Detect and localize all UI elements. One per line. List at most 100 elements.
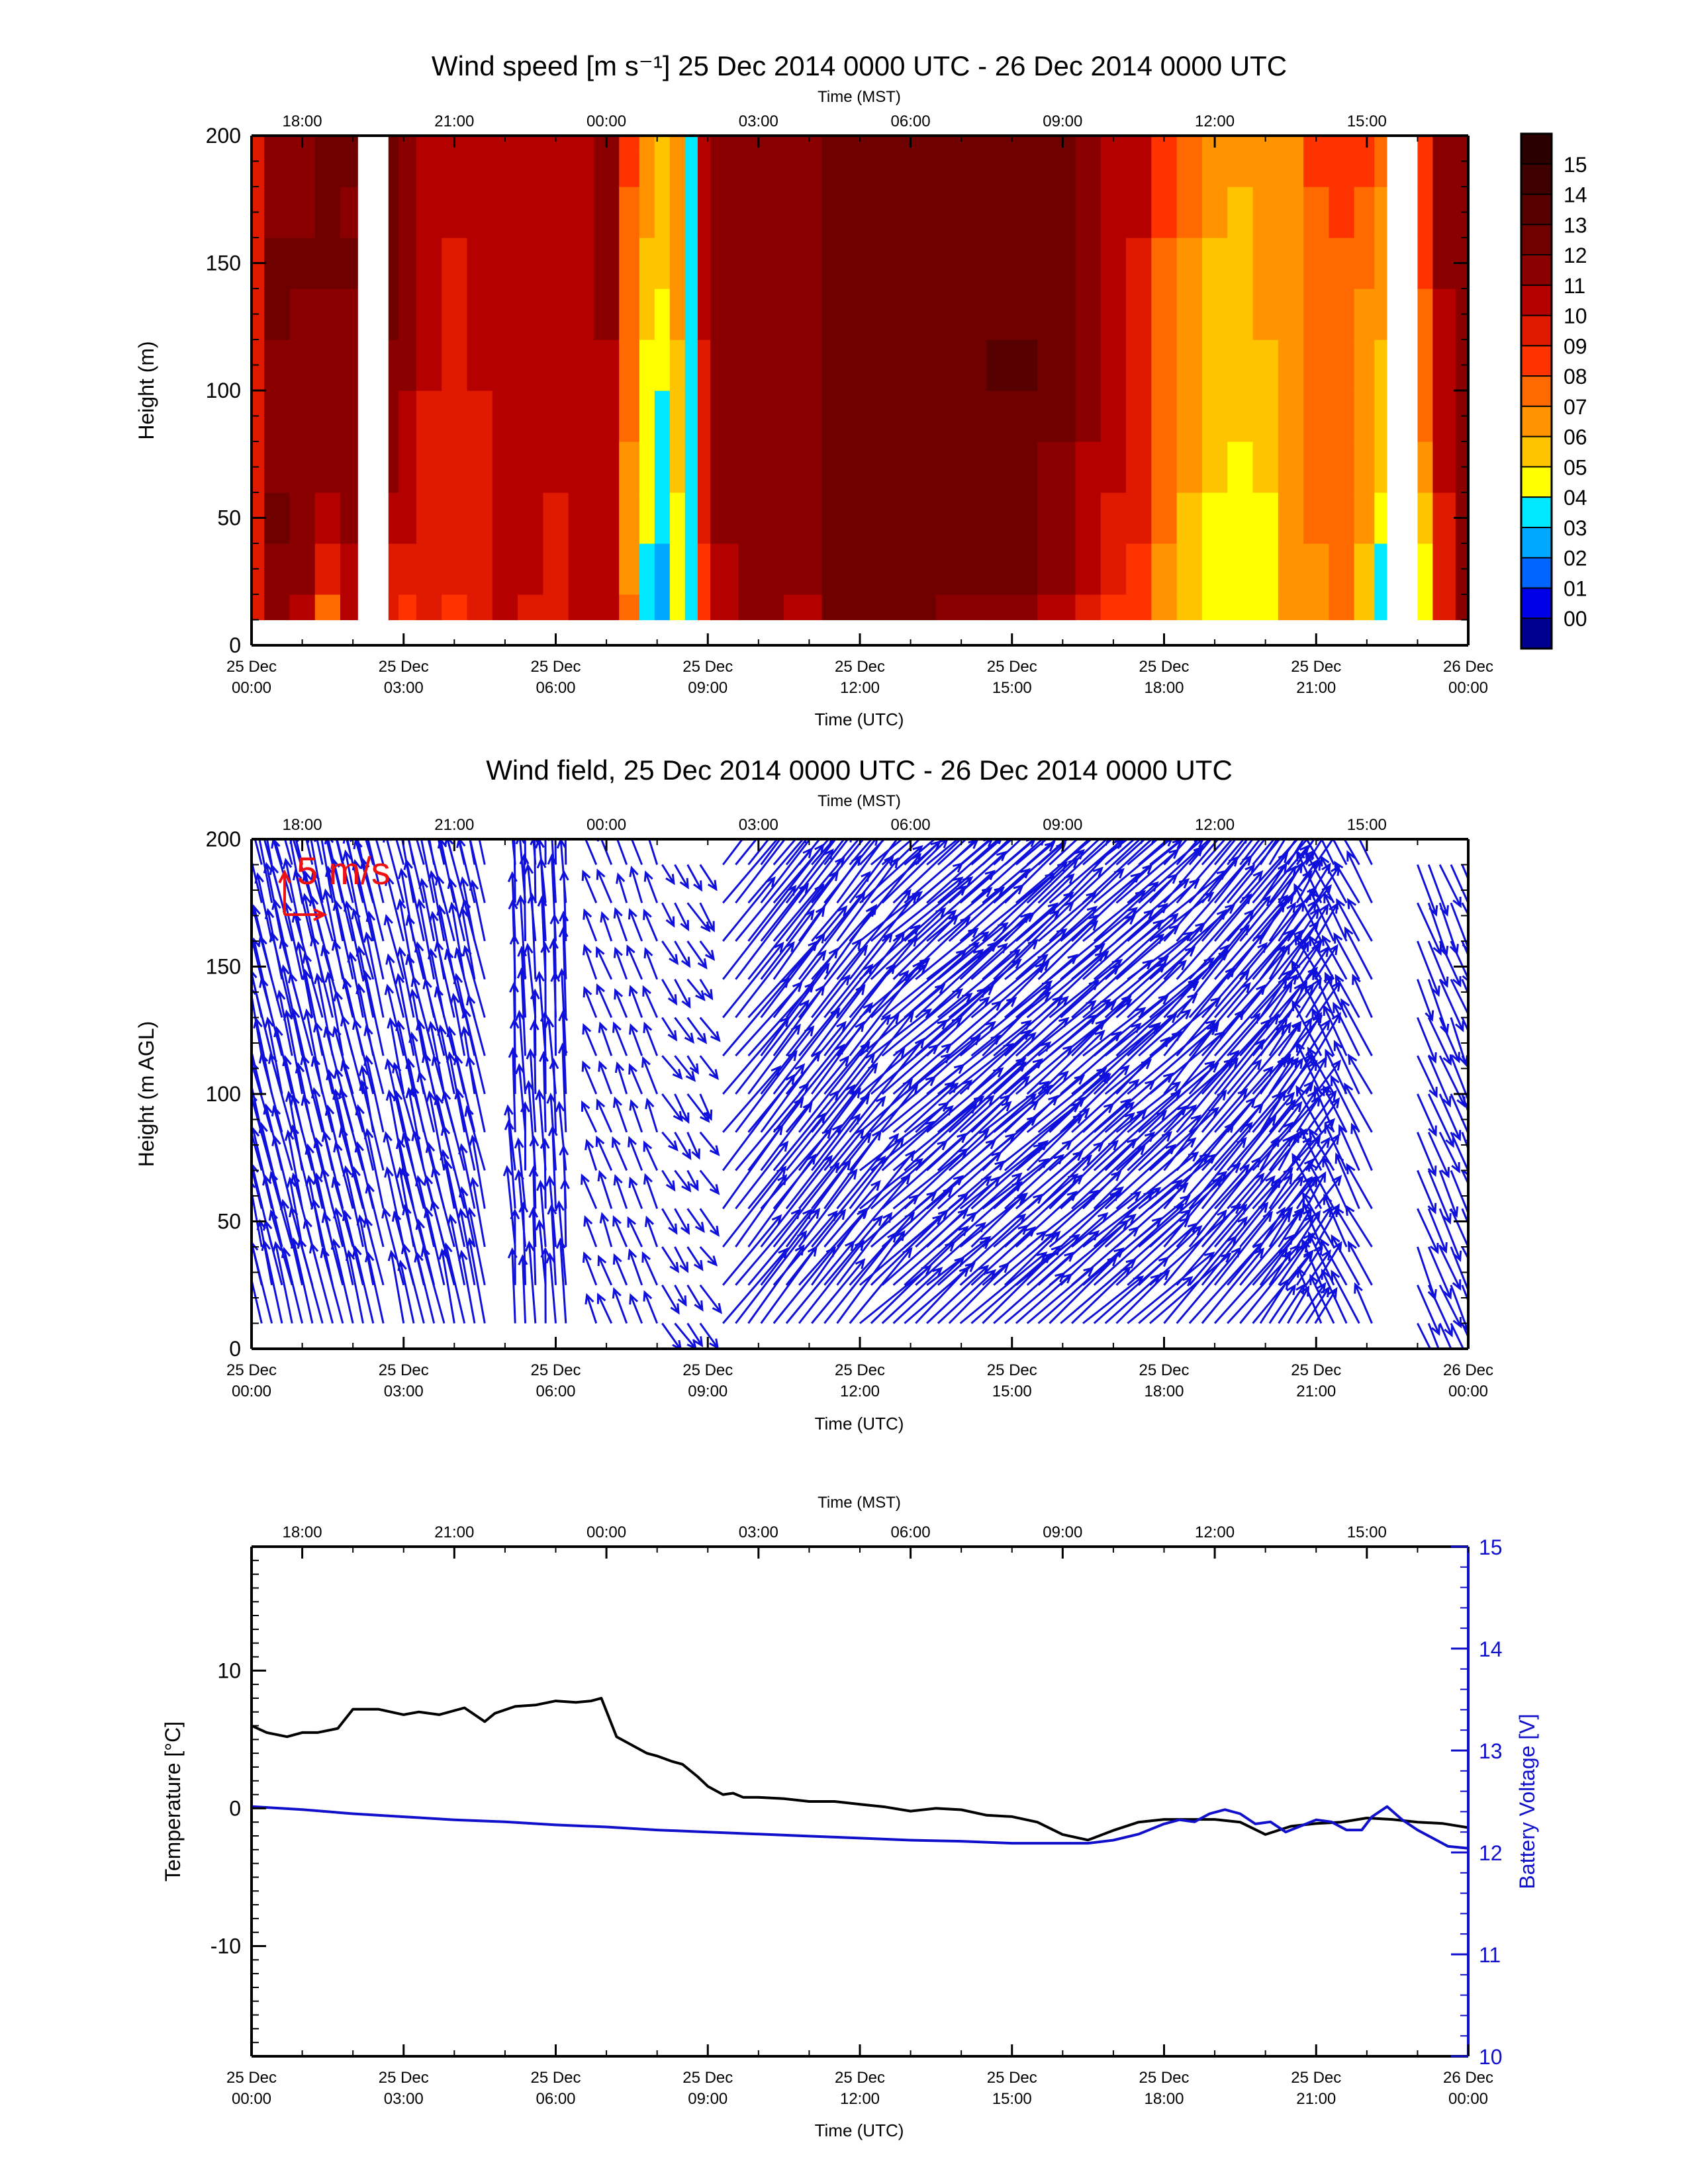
wind-vector-shaft bbox=[760, 964, 829, 1057]
wind-vector-head bbox=[629, 1293, 639, 1305]
wind-vector-shaft bbox=[1201, 1116, 1276, 1210]
wind-vector-shaft bbox=[1176, 856, 1252, 942]
wind-vector-shaft bbox=[811, 1156, 886, 1248]
wind-vector-shaft bbox=[1307, 1048, 1335, 1095]
wind-vector-shaft bbox=[937, 1173, 1022, 1248]
heatmap-cell bbox=[543, 594, 569, 621]
wind-vector-shaft bbox=[316, 839, 324, 865]
wind-vector-head bbox=[1427, 1203, 1437, 1214]
wind-vector-shaft bbox=[1049, 1032, 1121, 1095]
wind-vector-shaft bbox=[1004, 1154, 1064, 1210]
wind-vector-head bbox=[1189, 878, 1200, 889]
wind-vector bbox=[597, 1254, 613, 1286]
wind-vector-shaft bbox=[836, 1212, 892, 1286]
wind-vector-shaft bbox=[432, 1201, 455, 1286]
wind-vector-head bbox=[1452, 976, 1462, 988]
wind-vector-shaft bbox=[1127, 839, 1159, 866]
wind-vector-head bbox=[331, 1176, 341, 1188]
wind-vector-head bbox=[957, 1208, 969, 1219]
wind-vector-shaft bbox=[322, 1248, 344, 1324]
heatmap-cell bbox=[1402, 441, 1419, 493]
wind-vector bbox=[1309, 934, 1335, 980]
heatmap-cell bbox=[264, 340, 291, 391]
heatmap-cell bbox=[821, 492, 848, 544]
wind-vector-head bbox=[612, 1287, 622, 1299]
heatmap-cell bbox=[593, 543, 620, 595]
x-tick-label-date: 25 Dec bbox=[682, 2069, 733, 2087]
heatmap-cell bbox=[518, 187, 543, 238]
wind-vector-shaft bbox=[598, 1062, 613, 1095]
wind-vector bbox=[1278, 862, 1303, 904]
wind-vector-shaft bbox=[1176, 894, 1252, 980]
wind-vector bbox=[1295, 1041, 1323, 1095]
heatmap-cell bbox=[710, 148, 739, 187]
wind-vector-shaft bbox=[1320, 856, 1348, 903]
wind-vector-head bbox=[1309, 888, 1319, 900]
wind-vector-head bbox=[695, 990, 706, 1001]
wind-vector-shaft bbox=[1427, 902, 1448, 956]
heatmap-cell bbox=[697, 441, 711, 493]
wind-vector-head bbox=[1098, 1212, 1109, 1223]
wind-vector bbox=[420, 1245, 445, 1324]
x-tick-label-time: 18:00 bbox=[1144, 679, 1184, 697]
wind-vector-head bbox=[414, 1251, 424, 1263]
wind-vector-head bbox=[1278, 1016, 1288, 1028]
wind-vector-shaft bbox=[1071, 934, 1164, 1019]
wind-vector-head bbox=[704, 950, 716, 961]
heatmap-cell bbox=[593, 238, 620, 289]
wind-vector-head bbox=[326, 1069, 336, 1081]
wind-vector-shaft bbox=[959, 1030, 1030, 1095]
heatmap-cell bbox=[1417, 187, 1433, 238]
wind-vector-shaft bbox=[315, 1023, 334, 1095]
wind-vector-shaft bbox=[1071, 1191, 1141, 1248]
wind-vector-head bbox=[290, 1237, 301, 1249]
wind-vector bbox=[1201, 1172, 1265, 1248]
wind-vector-shaft bbox=[892, 1081, 955, 1133]
heatmap-cell bbox=[1075, 340, 1102, 391]
wind-vector-shaft bbox=[1060, 965, 1119, 1019]
wind-vector-shaft bbox=[386, 876, 405, 942]
wind-vector-head bbox=[297, 1237, 307, 1249]
wind-vector-shaft bbox=[735, 839, 758, 866]
wind-vector-shaft bbox=[798, 1169, 857, 1248]
wind-vector-shaft bbox=[1149, 892, 1213, 942]
wind-vector-shaft bbox=[562, 913, 567, 979]
colorbar-band bbox=[1521, 376, 1552, 407]
wind-vector-shaft bbox=[1287, 860, 1317, 904]
wind-vector bbox=[699, 1017, 721, 1042]
wind-vector-head bbox=[1118, 1219, 1129, 1230]
wind-vector-head bbox=[1293, 1175, 1304, 1187]
heatmap-cell bbox=[1100, 289, 1127, 340]
wind-vector-shaft bbox=[849, 1038, 925, 1133]
x2-tick-label: 03:00 bbox=[739, 113, 778, 130]
wind-vector-head bbox=[1299, 1126, 1309, 1138]
wind-vector-head bbox=[1251, 1059, 1262, 1070]
wind-vector-head bbox=[539, 1138, 550, 1149]
wind-vector-shaft bbox=[798, 1088, 861, 1171]
wind-vector-shaft bbox=[773, 1044, 845, 1133]
wind-vector-shaft bbox=[915, 1035, 980, 1095]
wind-vector-head bbox=[340, 1060, 350, 1071]
wind-vector-shaft bbox=[517, 1171, 527, 1248]
wind-vector bbox=[1060, 1219, 1129, 1286]
wind-vector-shaft bbox=[699, 902, 715, 931]
wind-vector-shaft bbox=[526, 944, 537, 1018]
heatmap-cell bbox=[1100, 238, 1127, 289]
wind-vector-shaft bbox=[674, 1017, 694, 1043]
heatmap-cell bbox=[264, 187, 291, 238]
heatmap-cell bbox=[467, 289, 493, 340]
wind-vector-head bbox=[529, 1135, 539, 1147]
wind-vector-shaft bbox=[959, 913, 1030, 980]
wind-vector-shaft bbox=[699, 1246, 717, 1265]
heatmap-cell bbox=[669, 441, 686, 493]
wind-vector-shaft bbox=[600, 839, 613, 866]
wind-vector bbox=[1115, 839, 1147, 866]
wind-vector-shaft bbox=[1015, 1075, 1084, 1133]
colorbar-label: 14 bbox=[1564, 183, 1587, 207]
wind-vector-shaft bbox=[948, 868, 1030, 942]
wind-vector-head bbox=[1260, 1019, 1271, 1030]
wind-vector-head bbox=[1440, 1167, 1450, 1179]
wind-vector-shaft bbox=[1201, 839, 1227, 866]
wind-vector-head bbox=[323, 1026, 333, 1038]
wind-vector bbox=[352, 1245, 375, 1324]
